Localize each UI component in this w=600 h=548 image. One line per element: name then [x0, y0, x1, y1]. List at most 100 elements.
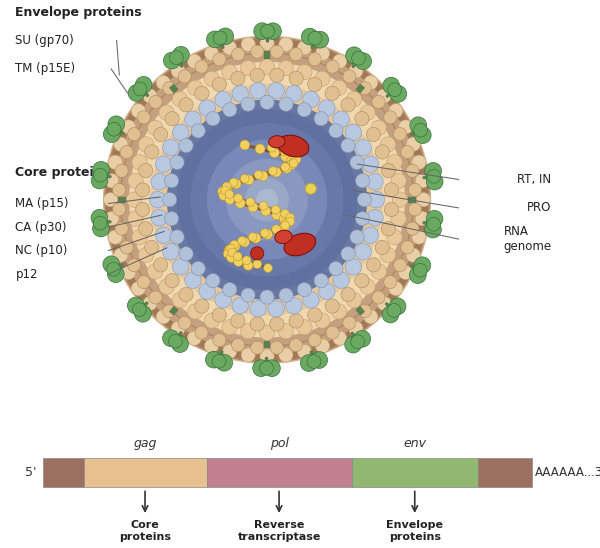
- Circle shape: [204, 313, 220, 328]
- Circle shape: [392, 192, 407, 207]
- Circle shape: [341, 247, 355, 261]
- Circle shape: [351, 335, 365, 349]
- Circle shape: [143, 89, 157, 103]
- Circle shape: [314, 273, 328, 288]
- Circle shape: [349, 321, 363, 335]
- Circle shape: [263, 360, 280, 376]
- FancyBboxPatch shape: [478, 459, 532, 487]
- Circle shape: [127, 297, 144, 314]
- Text: Core
proteins: Core proteins: [119, 520, 171, 542]
- Circle shape: [206, 273, 220, 288]
- Circle shape: [366, 258, 380, 272]
- Circle shape: [92, 220, 109, 237]
- Circle shape: [281, 209, 290, 218]
- Circle shape: [187, 331, 202, 345]
- Circle shape: [281, 152, 290, 162]
- Circle shape: [156, 310, 170, 324]
- Circle shape: [343, 70, 356, 83]
- Text: Reverse
transcriptase: Reverse transcriptase: [238, 520, 321, 542]
- Circle shape: [213, 334, 226, 347]
- Circle shape: [331, 304, 347, 319]
- Circle shape: [164, 212, 179, 226]
- Circle shape: [384, 111, 397, 124]
- Circle shape: [382, 306, 399, 323]
- Circle shape: [325, 299, 340, 313]
- Circle shape: [240, 174, 249, 183]
- Circle shape: [409, 267, 426, 283]
- Circle shape: [127, 192, 142, 207]
- Circle shape: [205, 351, 222, 368]
- Circle shape: [316, 339, 329, 353]
- Circle shape: [113, 203, 125, 216]
- Circle shape: [426, 210, 443, 227]
- Circle shape: [362, 227, 379, 243]
- Circle shape: [331, 80, 347, 95]
- Circle shape: [215, 292, 231, 308]
- Circle shape: [388, 83, 401, 96]
- Circle shape: [213, 31, 227, 45]
- Circle shape: [371, 120, 386, 135]
- Circle shape: [308, 308, 322, 322]
- Circle shape: [325, 86, 340, 100]
- Circle shape: [163, 82, 176, 95]
- Circle shape: [120, 145, 133, 158]
- Circle shape: [222, 183, 232, 192]
- Circle shape: [350, 230, 364, 244]
- Circle shape: [367, 174, 383, 190]
- Circle shape: [231, 314, 245, 328]
- Text: 5': 5': [25, 466, 36, 479]
- Circle shape: [217, 28, 233, 45]
- Circle shape: [134, 305, 151, 322]
- Circle shape: [332, 331, 347, 345]
- Circle shape: [349, 64, 363, 78]
- Circle shape: [360, 105, 375, 120]
- Circle shape: [233, 256, 244, 266]
- Circle shape: [115, 164, 128, 178]
- Text: RNA
genome: RNA genome: [503, 225, 551, 253]
- Circle shape: [165, 273, 179, 288]
- Circle shape: [384, 276, 397, 289]
- Circle shape: [268, 300, 284, 317]
- Circle shape: [394, 259, 407, 272]
- Circle shape: [246, 198, 254, 207]
- Circle shape: [234, 194, 242, 203]
- Circle shape: [206, 31, 223, 48]
- Circle shape: [129, 62, 405, 338]
- Circle shape: [279, 348, 293, 362]
- Circle shape: [172, 259, 189, 275]
- Circle shape: [297, 319, 312, 335]
- Text: p12: p12: [16, 267, 38, 281]
- Circle shape: [259, 59, 275, 75]
- Circle shape: [308, 53, 321, 66]
- Circle shape: [272, 225, 281, 233]
- Circle shape: [139, 247, 154, 262]
- Circle shape: [179, 247, 193, 261]
- Circle shape: [251, 247, 264, 260]
- Circle shape: [305, 183, 316, 194]
- Circle shape: [232, 339, 245, 352]
- Circle shape: [279, 97, 293, 111]
- Circle shape: [270, 317, 284, 331]
- Circle shape: [406, 164, 419, 178]
- Circle shape: [113, 184, 125, 197]
- Circle shape: [346, 293, 362, 308]
- Circle shape: [136, 183, 150, 197]
- Circle shape: [371, 264, 386, 279]
- Circle shape: [286, 217, 295, 226]
- Circle shape: [107, 122, 121, 136]
- Circle shape: [279, 288, 293, 302]
- Circle shape: [163, 330, 179, 346]
- Circle shape: [240, 140, 250, 150]
- Text: AAAAAA...3': AAAAAA...3': [535, 466, 600, 479]
- Circle shape: [401, 145, 414, 158]
- Circle shape: [409, 203, 422, 216]
- Circle shape: [414, 257, 431, 273]
- Circle shape: [248, 202, 258, 212]
- Circle shape: [164, 174, 179, 188]
- Circle shape: [354, 330, 371, 347]
- Circle shape: [265, 23, 281, 39]
- Circle shape: [233, 252, 242, 261]
- Circle shape: [243, 260, 253, 270]
- Circle shape: [410, 117, 427, 134]
- Circle shape: [387, 230, 402, 245]
